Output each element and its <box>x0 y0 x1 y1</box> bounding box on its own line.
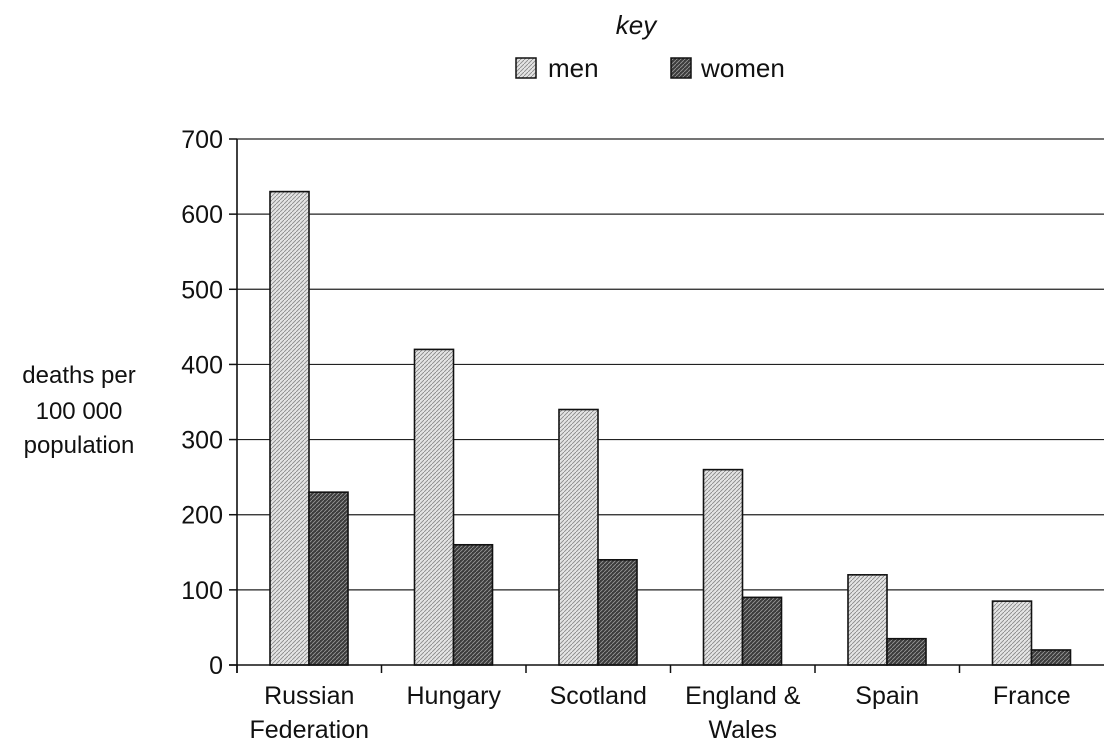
x-category-label: Spain <box>855 682 919 710</box>
bar-men <box>558 408 599 666</box>
bar-men <box>702 468 744 666</box>
y-axis: 0 100 200 300 400 500 600 700 <box>181 126 238 680</box>
legend-title: key <box>616 10 658 40</box>
legend-label-men: men <box>548 53 599 83</box>
y-axis-label: deaths per 100 000 population <box>22 362 135 459</box>
legend: key men women <box>515 10 785 83</box>
gridlines <box>237 138 1104 591</box>
y-tick-label: 600 <box>181 201 223 229</box>
y-tick-label: 500 <box>181 276 223 304</box>
x-category-label: Russian <box>264 682 354 710</box>
y-tick-label: 400 <box>181 351 223 379</box>
bar-men <box>991 600 1033 666</box>
x-category-label: Wales <box>708 716 777 744</box>
x-category-label: France <box>993 682 1071 710</box>
y-tick-label: 200 <box>181 502 223 530</box>
x-category-label: Scotland <box>550 682 647 710</box>
y-tick-label: 100 <box>181 577 223 605</box>
y-tick-label: 700 <box>181 126 223 154</box>
y-tick-label: 300 <box>181 427 223 455</box>
y-tick-label: 0 <box>209 652 223 680</box>
x-category-label: Hungary <box>407 682 502 710</box>
x-category-label: Federation <box>249 716 369 744</box>
y-axis-label-line: deaths per <box>22 362 135 389</box>
x-category-label: England & <box>685 682 801 710</box>
bar-men <box>413 348 455 666</box>
bar-women <box>741 596 783 666</box>
y-axis-label-line: 100 000 <box>36 398 123 425</box>
bar-women <box>452 543 494 666</box>
y-axis-label-line: population <box>24 432 135 459</box>
bar-men <box>847 574 888 666</box>
legend-swatch-women <box>670 57 692 79</box>
bar-men <box>269 190 310 666</box>
bars <box>269 190 1072 666</box>
bar-women <box>597 558 638 666</box>
legend-swatch-men <box>515 57 537 79</box>
bar-women <box>308 491 349 666</box>
legend-label-women: women <box>700 53 785 83</box>
bar-women <box>1030 649 1072 666</box>
bar-women <box>886 637 927 666</box>
x-axis: Russian Federation Hungary Scotland England … <box>229 664 1104 744</box>
